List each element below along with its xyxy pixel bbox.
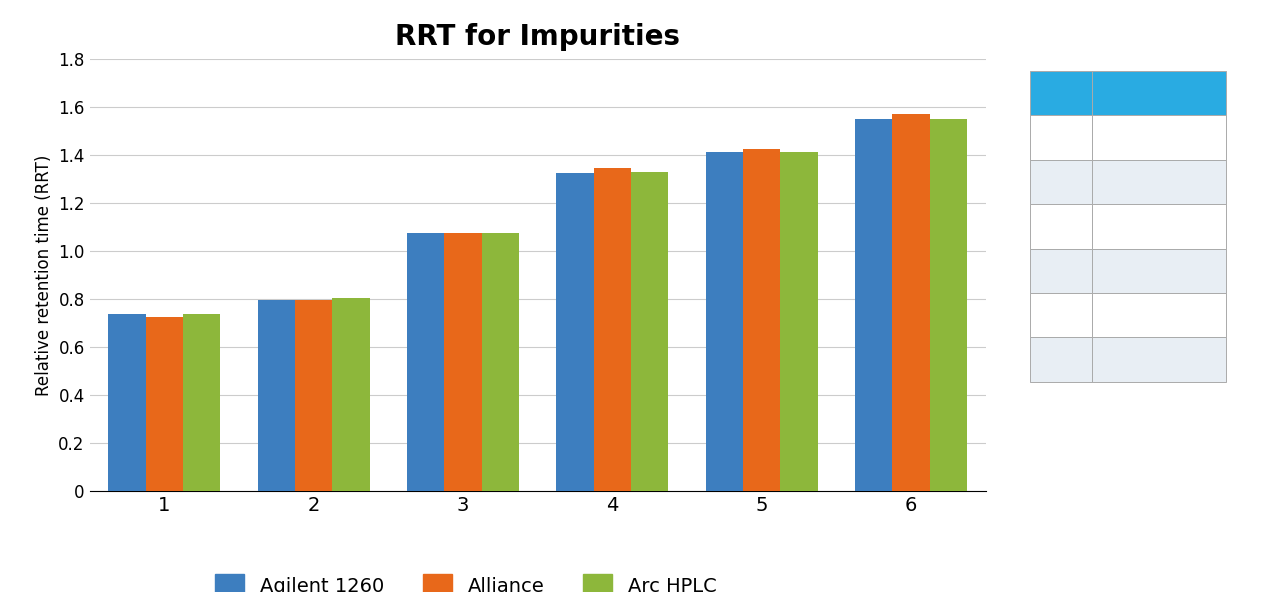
Title: RRT for Impurities: RRT for Impurities [396, 23, 680, 52]
Bar [294, 301, 333, 491]
Text: Imp. C: Imp. C [1134, 219, 1184, 234]
Text: 2: 2 [1056, 175, 1066, 189]
Bar [742, 149, 781, 491]
Text: Imp. B: Imp. B [1134, 175, 1184, 189]
Text: Imp. E: Imp. E [1135, 308, 1183, 323]
Bar [257, 301, 294, 491]
Bar [929, 119, 966, 491]
Y-axis label: Relative retention time (RRT): Relative retention time (RRT) [35, 155, 52, 396]
Text: #: # [1055, 86, 1068, 101]
Bar [109, 314, 146, 491]
Bar [781, 152, 818, 491]
Bar [183, 314, 220, 491]
Text: 3: 3 [1056, 219, 1066, 234]
Bar [705, 152, 742, 491]
Bar [631, 172, 668, 491]
Text: 4: 4 [1056, 263, 1066, 278]
Legend: Agilent 1260, Alliance, Arc HPLC: Agilent 1260, Alliance, Arc HPLC [207, 566, 724, 592]
Text: Imp. D: Imp. D [1134, 263, 1184, 278]
Text: Imp. A: Imp. A [1134, 130, 1184, 145]
Text: Imp. F: Imp. F [1135, 352, 1183, 367]
Bar [892, 114, 929, 491]
Bar [407, 233, 444, 491]
Bar [146, 317, 183, 491]
Bar [333, 298, 370, 491]
Bar [557, 173, 594, 491]
Text: Comp.: Comp. [1132, 86, 1187, 101]
Text: 5: 5 [1056, 308, 1066, 323]
Text: 1: 1 [1056, 130, 1066, 145]
Bar [444, 233, 481, 491]
Text: 6: 6 [1056, 352, 1066, 367]
Bar [594, 169, 631, 491]
Bar [481, 233, 518, 491]
Bar [855, 119, 892, 491]
